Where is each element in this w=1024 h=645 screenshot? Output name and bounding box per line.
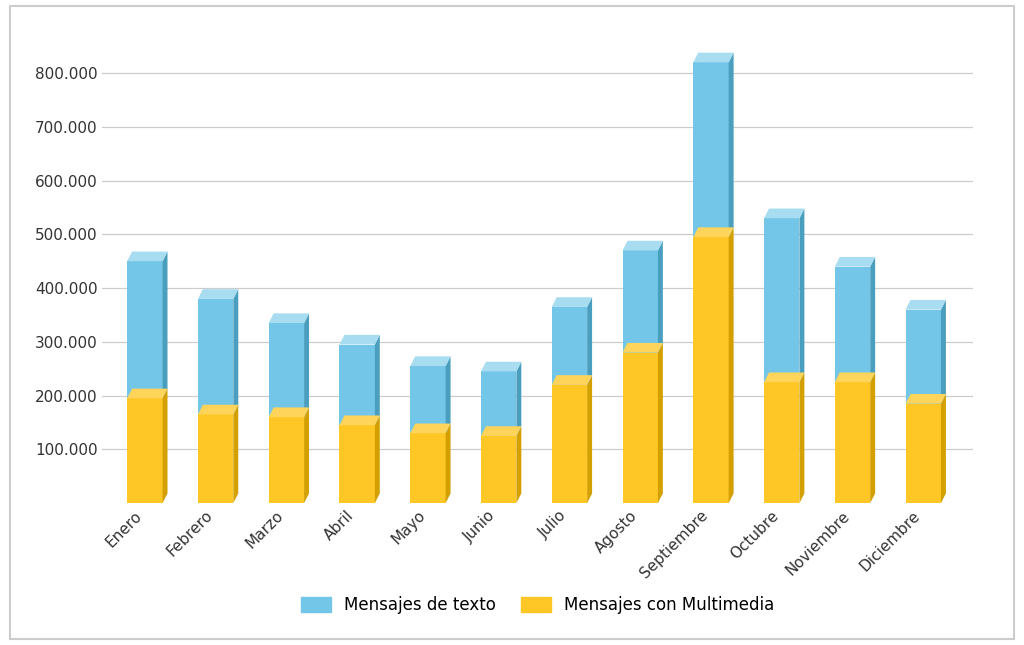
Polygon shape xyxy=(764,208,805,218)
Polygon shape xyxy=(411,424,451,433)
Polygon shape xyxy=(552,297,592,307)
Polygon shape xyxy=(764,373,805,382)
Polygon shape xyxy=(800,373,805,503)
Polygon shape xyxy=(445,424,451,503)
Bar xyxy=(481,372,516,436)
Polygon shape xyxy=(800,208,805,382)
Bar xyxy=(127,399,163,503)
Bar xyxy=(764,218,800,382)
Polygon shape xyxy=(445,356,451,433)
Polygon shape xyxy=(587,297,592,385)
Polygon shape xyxy=(516,426,521,503)
Polygon shape xyxy=(375,335,380,425)
Polygon shape xyxy=(941,394,946,503)
Bar xyxy=(340,425,375,503)
Bar xyxy=(411,433,445,503)
Bar xyxy=(127,261,163,399)
Bar xyxy=(552,385,587,503)
Polygon shape xyxy=(481,426,521,436)
Bar xyxy=(764,382,800,503)
Polygon shape xyxy=(481,362,521,372)
Bar xyxy=(198,415,233,503)
Polygon shape xyxy=(552,375,592,385)
Polygon shape xyxy=(233,405,239,503)
Polygon shape xyxy=(340,335,380,344)
Polygon shape xyxy=(729,228,733,503)
Bar xyxy=(905,404,941,503)
Bar xyxy=(693,63,729,237)
Bar xyxy=(340,344,375,425)
Polygon shape xyxy=(623,241,663,250)
Polygon shape xyxy=(198,289,239,299)
Bar xyxy=(481,436,516,503)
Polygon shape xyxy=(127,388,168,399)
Polygon shape xyxy=(163,388,168,503)
Polygon shape xyxy=(693,53,733,63)
Bar xyxy=(411,366,445,433)
Bar xyxy=(835,382,870,503)
Polygon shape xyxy=(835,373,876,382)
Bar xyxy=(198,299,233,415)
Bar xyxy=(693,237,729,503)
Polygon shape xyxy=(905,300,946,310)
Polygon shape xyxy=(870,373,876,503)
Polygon shape xyxy=(304,313,309,417)
Polygon shape xyxy=(127,252,168,261)
Bar xyxy=(623,353,657,503)
Polygon shape xyxy=(233,289,239,415)
Polygon shape xyxy=(304,408,309,503)
Polygon shape xyxy=(729,53,733,237)
Polygon shape xyxy=(835,257,876,266)
Polygon shape xyxy=(516,362,521,436)
Polygon shape xyxy=(163,252,168,399)
Bar xyxy=(905,310,941,404)
Polygon shape xyxy=(198,405,239,415)
Polygon shape xyxy=(870,257,876,382)
Polygon shape xyxy=(268,313,309,323)
Polygon shape xyxy=(657,241,663,353)
Polygon shape xyxy=(268,408,309,417)
Polygon shape xyxy=(657,343,663,503)
Legend: Mensajes de texto, Mensajes con Multimedia: Mensajes de texto, Mensajes con Multimed… xyxy=(294,590,781,620)
Bar xyxy=(623,250,657,353)
Polygon shape xyxy=(340,415,380,425)
Polygon shape xyxy=(693,228,733,237)
Polygon shape xyxy=(411,356,451,366)
Polygon shape xyxy=(375,415,380,503)
Bar xyxy=(268,323,304,417)
Bar xyxy=(835,266,870,382)
Bar xyxy=(268,417,304,503)
Polygon shape xyxy=(941,300,946,404)
Polygon shape xyxy=(905,394,946,404)
Bar xyxy=(552,307,587,385)
Polygon shape xyxy=(623,343,663,353)
Polygon shape xyxy=(587,375,592,503)
